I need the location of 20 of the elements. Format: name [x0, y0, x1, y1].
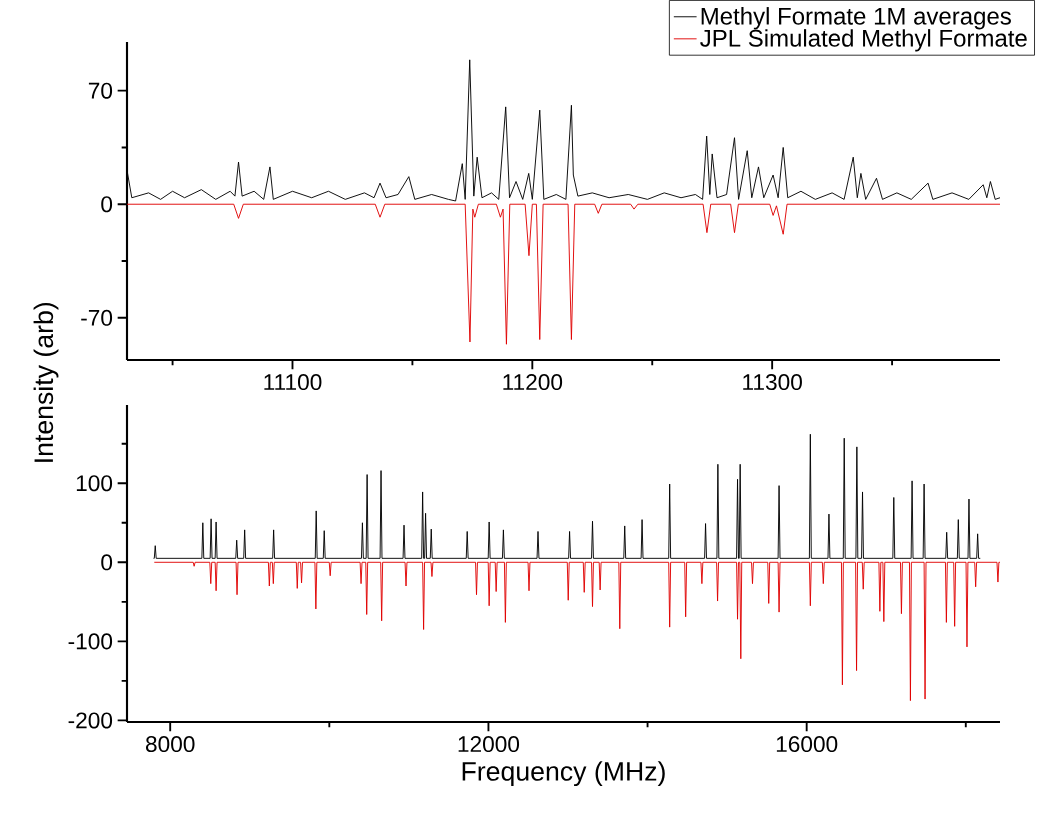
y-tick-label: 0 [101, 196, 113, 213]
line-series [126, 203, 1001, 345]
x-tick-label: 8000 [145, 736, 195, 753]
y-tick-label: -200 [68, 712, 113, 729]
x-tick-label: 11100 [264, 374, 322, 391]
x-axis-title: Frequency (MHz) [462, 761, 665, 787]
y-tick-label: -100 [68, 633, 113, 650]
y-tick-label: 70 [88, 82, 113, 99]
y-tick-label: 100 [76, 475, 113, 492]
x-tick-label: 16000 [776, 736, 838, 753]
y-axis-title: Intensity (arb) [33, 302, 59, 462]
legend-label: Methyl Formate 1M averages [701, 7, 1011, 30]
x-tick-label: 12000 [458, 736, 520, 753]
x-tick-label: 11300 [743, 374, 802, 391]
line-series [153, 433, 981, 559]
y-tick-label: 0 [101, 554, 113, 571]
y-tick-label: -70 [81, 309, 113, 326]
line-series [153, 561, 1001, 702]
legend-label: JPL Simulated Methyl Formate [700, 29, 1027, 52]
x-tick-label: 11200 [503, 374, 563, 391]
